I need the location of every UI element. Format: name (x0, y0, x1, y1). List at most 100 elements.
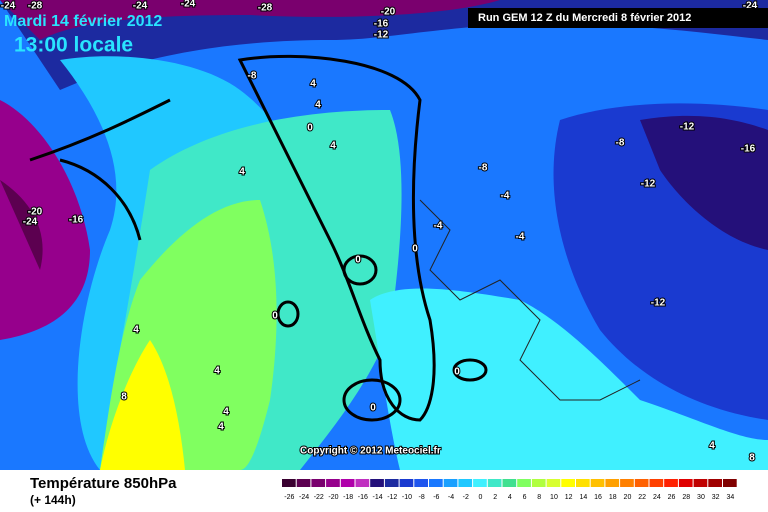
map (0, 0, 768, 470)
colorbar-label: -4 (448, 494, 454, 501)
colorbar-swatch (458, 479, 473, 487)
colorbar-label: 28 (682, 494, 690, 501)
footer (0, 470, 768, 512)
contour-label: -28 (258, 3, 273, 14)
colorbar-label: 0 (478, 494, 482, 501)
colorbar-label: 4 (508, 494, 512, 501)
colorbar-swatch (531, 479, 546, 487)
colorbar-swatch (296, 479, 311, 487)
contour-label: -8 (479, 163, 488, 174)
contour-label: 4 (218, 422, 224, 433)
colorbar-label: -24 (299, 494, 309, 501)
contour-labels: -24 -28 -24 -24 -28 -20-16-12-24-844044-20-24… (0, 0, 759, 465)
contour-label: 4 (315, 100, 321, 111)
colorbar-swatch (634, 479, 649, 487)
colorbar-swatch (708, 479, 722, 487)
contour-label: 0 (454, 367, 460, 378)
colorbar-swatch (546, 479, 561, 487)
colorbar-label: -2 (463, 494, 469, 501)
colorbar-label: -14 (372, 494, 382, 501)
colorbar-label: 22 (638, 494, 646, 501)
contour-label: 4 (133, 325, 139, 336)
contour-label: 4 (239, 167, 245, 178)
footer-title: Température 850hPa (30, 475, 177, 492)
colorbar-swatch (414, 479, 428, 487)
colorbar-label: -22 (314, 494, 324, 501)
colorbar-label: 24 (653, 494, 661, 501)
colorbar-label: -6 (433, 494, 439, 501)
contour-label: -12 (374, 30, 389, 41)
colorbar-swatch (502, 479, 517, 487)
colorbar-swatch (311, 479, 326, 487)
contour-label: -4 (501, 191, 510, 202)
colorbar-label: -16 (358, 494, 368, 501)
forecast-date: Mardi 14 février 2012 (4, 13, 162, 30)
colorbar-label: 18 (609, 494, 617, 501)
contour-label: 4 (330, 141, 336, 152)
contour-label: 4 (709, 441, 715, 452)
colorbar-swatch (473, 479, 487, 487)
colorbar-swatch (605, 479, 620, 487)
contour-label: 0 (370, 403, 376, 414)
contour-label: 4 (223, 407, 229, 418)
colorbar-label: 26 (668, 494, 676, 501)
colorbar-label: 2 (493, 494, 497, 501)
colorbar-label: 6 (523, 494, 527, 501)
contour-label: -12 (641, 179, 656, 190)
contour-label: -12 (680, 122, 695, 133)
contour-label: 4 (310, 79, 316, 90)
colorbar-swatch (561, 479, 575, 487)
colorbar-swatch (649, 479, 664, 487)
contour-label: -16 (69, 215, 84, 226)
colorbar-label: -20 (328, 494, 338, 501)
colorbar-label: 20 (624, 494, 632, 501)
colorbar-swatch (340, 479, 355, 487)
contour-label: -28 (28, 1, 43, 12)
colorbar-swatch (693, 479, 708, 487)
contour-label: 0 (272, 311, 278, 322)
colorbar-label: 34 (726, 494, 734, 501)
colorbar-swatch (429, 479, 443, 487)
colorbar-label: 16 (594, 494, 602, 501)
contour-label: -24 (133, 1, 148, 12)
contour-label: -4 (516, 232, 525, 243)
colorbar-swatch (620, 479, 634, 487)
colorbar-swatch (282, 479, 296, 487)
colorbar: -26 -24 -22 -20 -18 -16 -14 -12 -10 -8 -6 -4 -2 0 2 4 6 8… (282, 479, 737, 501)
contour-label: -24 (181, 0, 196, 10)
colorbar-label: -10 (402, 494, 412, 501)
contour-label: -12 (651, 298, 666, 309)
colorbar-swatch (384, 479, 399, 487)
contour-label: -16 (741, 144, 756, 155)
run-banner (468, 8, 768, 28)
colorbar-swatch (355, 479, 370, 487)
contour-label: -8 (616, 138, 625, 149)
contour-label: -24 (23, 217, 38, 228)
contour-label: -20 (28, 207, 43, 218)
colorbar-label: 30 (697, 494, 705, 501)
colorbar-swatch (370, 479, 384, 487)
run-info: Run GEM 12 Z du Mercredi 8 février 2012 (478, 12, 691, 24)
colorbar-swatch (678, 479, 693, 487)
colorbar-swatch (590, 479, 605, 487)
contour-label: 0 (355, 255, 361, 266)
contour-label: 8 (749, 453, 755, 464)
colorbar-label: -18 (343, 494, 353, 501)
contour-label: 4 (214, 366, 220, 377)
footer-lead: (+ 144h) (30, 493, 76, 507)
contour-label: -8 (248, 71, 257, 82)
contour-label: -16 (374, 19, 389, 30)
colorbar-label: 14 (579, 494, 587, 501)
contour-label: -4 (434, 221, 443, 232)
colorbar-swatch (326, 479, 340, 487)
forecast-time: 13:00 locale (14, 34, 133, 57)
colorbar-label: 10 (550, 494, 558, 501)
colorbar-label: -12 (387, 494, 397, 501)
colorbar-label: 8 (537, 494, 541, 501)
colorbar-swatch (664, 479, 678, 487)
colorbar-swatch (517, 479, 531, 487)
colorbar-label: 32 (712, 494, 720, 501)
colorbar-swatch (487, 479, 502, 487)
contour-label: -24 (1, 1, 16, 12)
